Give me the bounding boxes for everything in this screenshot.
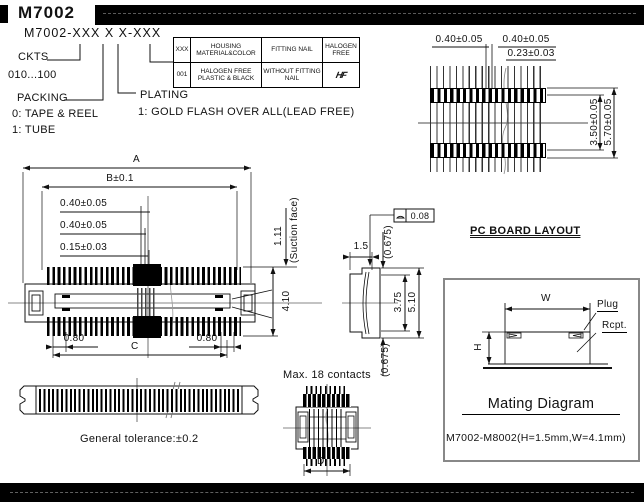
mating-compatibility-note: M7002-M8002(H=1.5mm,W=4.1mm) xyxy=(446,432,626,444)
mating-dim-h: H xyxy=(473,343,484,351)
side-dim-top-offset: (0.675) xyxy=(383,225,394,259)
packing-label: PACKING xyxy=(17,92,68,104)
detail-bottom-pin-tips xyxy=(306,459,348,466)
ckts-label: CKTS xyxy=(18,51,49,63)
side-dim-outer-height: 5.10 xyxy=(407,291,418,313)
part-code-leader-lines xyxy=(47,44,173,101)
max-contacts-note: Max. 18 contacts xyxy=(283,369,371,381)
front-view-center-block-bottom xyxy=(133,316,161,338)
front-view-center-block-top xyxy=(133,264,161,286)
col-header-halogen: HALOGEN FREE xyxy=(322,37,360,63)
front-view-center-slot-lines xyxy=(137,288,157,316)
pcb-leads-bottom xyxy=(430,158,546,172)
detail-dim-d: D xyxy=(317,456,325,467)
cell-housing: HALOGEN FREE PLASTIC & BLACK xyxy=(190,62,262,88)
front-dim-b: B±0.1 xyxy=(106,173,134,184)
pcb-dim-pad-width: 0.23±0.03 xyxy=(507,48,555,59)
pcb-layout-title: PC BOARD LAYOUT xyxy=(470,225,581,237)
pcb-dim-pitch-left: 0.40±0.05 xyxy=(435,34,483,45)
page-title: M7002 xyxy=(18,3,75,22)
plating-option-1: 1: GOLD FLASH OVER ALL(LEAD FREE) xyxy=(138,106,355,118)
options-table: XXX HOUSING MATERIAL&COLOR FITTING NAIL … xyxy=(173,37,360,88)
front-dim-pitch2: 0.40±0.05 xyxy=(60,220,108,231)
pcb-pad-row-top xyxy=(430,88,546,103)
packing-option-1: 1: TUBE xyxy=(12,124,56,136)
flatness-tolerance-value: 0.08 xyxy=(410,211,430,221)
bottom-view-contact-stripes xyxy=(39,389,239,412)
pcb-dim-outer-span: 5.70±0.05 xyxy=(603,98,614,146)
side-view-lines xyxy=(342,208,435,376)
header-corner-mark xyxy=(0,5,8,23)
redacted-title-bar xyxy=(95,5,644,25)
detail-center-grid xyxy=(309,409,345,447)
table-header-row: XXX HOUSING MATERIAL&COLOR FITTING NAIL … xyxy=(173,37,360,63)
front-dim-c: C xyxy=(131,341,139,352)
mating-dim-w: W xyxy=(541,293,551,304)
front-dim-pitch1: 0.40±0.05 xyxy=(60,198,108,209)
mating-rcpt-label: Rcpt. xyxy=(602,320,627,333)
plating-label: PLATING xyxy=(140,89,189,101)
col-header-housing: HOUSING MATERIAL&COLOR xyxy=(190,37,262,63)
part-number-pattern: M7002-XXX X X-XXX xyxy=(24,26,162,40)
mating-plug-label: Plug xyxy=(597,299,619,312)
packing-option-0: 0: TAPE & REEL xyxy=(12,108,99,120)
side-dim-bottom-offset: (0.675) xyxy=(380,343,391,377)
col-header-xxx: XXX xyxy=(173,37,191,63)
cell-code: 001 xyxy=(173,62,191,88)
detail-top-pin-tips xyxy=(306,386,348,394)
ckts-range: 010...100 xyxy=(8,69,57,81)
front-dim-a: A xyxy=(133,154,140,165)
front-suction-face-label: (Suction face) xyxy=(289,197,300,263)
pcb-leads-middle xyxy=(430,103,546,143)
front-view-dimensions xyxy=(22,165,297,358)
col-header-nail: FITTING NAIL xyxy=(261,37,323,63)
redacted-footer-bar xyxy=(0,483,644,502)
cell-halogen: HF xyxy=(322,62,360,88)
cell-nail: WITHOUT FITTING NAIL xyxy=(261,62,323,88)
mating-diagram-box xyxy=(443,278,640,462)
pcb-dim-pitch-right: 0.40±0.05 xyxy=(502,34,550,45)
detail-bottom-pin-block xyxy=(303,447,351,459)
general-tolerance-note: General tolerance:±0.2 xyxy=(80,433,199,445)
pcb-pad-row-bottom xyxy=(430,143,546,158)
front-dim-end-left: 0.80 xyxy=(63,333,85,344)
detail-top-pin-block xyxy=(303,394,351,407)
halogen-free-logo: HF xyxy=(334,69,348,80)
front-dim-pin-width: 0.15±0.03 xyxy=(60,242,108,253)
mating-diagram-lines xyxy=(482,303,612,369)
front-dim-suction-height: 1.11 xyxy=(273,226,284,246)
pcb-leads-top xyxy=(430,66,546,88)
bottom-view-lines xyxy=(19,378,259,422)
side-dim-width: 1.5 xyxy=(353,241,369,252)
table-row: 001 HALOGEN FREE PLASTIC & BLACK WITHOUT… xyxy=(173,62,360,88)
pcb-dim-inner-span: 3.50±0.05 xyxy=(589,98,600,146)
side-dim-inner-height: 3.75 xyxy=(393,291,404,313)
mating-diagram-title: Mating Diagram xyxy=(462,397,620,415)
front-dim-total-height: 4.10 xyxy=(281,290,292,312)
front-dim-end-right: 0.80 xyxy=(196,333,218,344)
